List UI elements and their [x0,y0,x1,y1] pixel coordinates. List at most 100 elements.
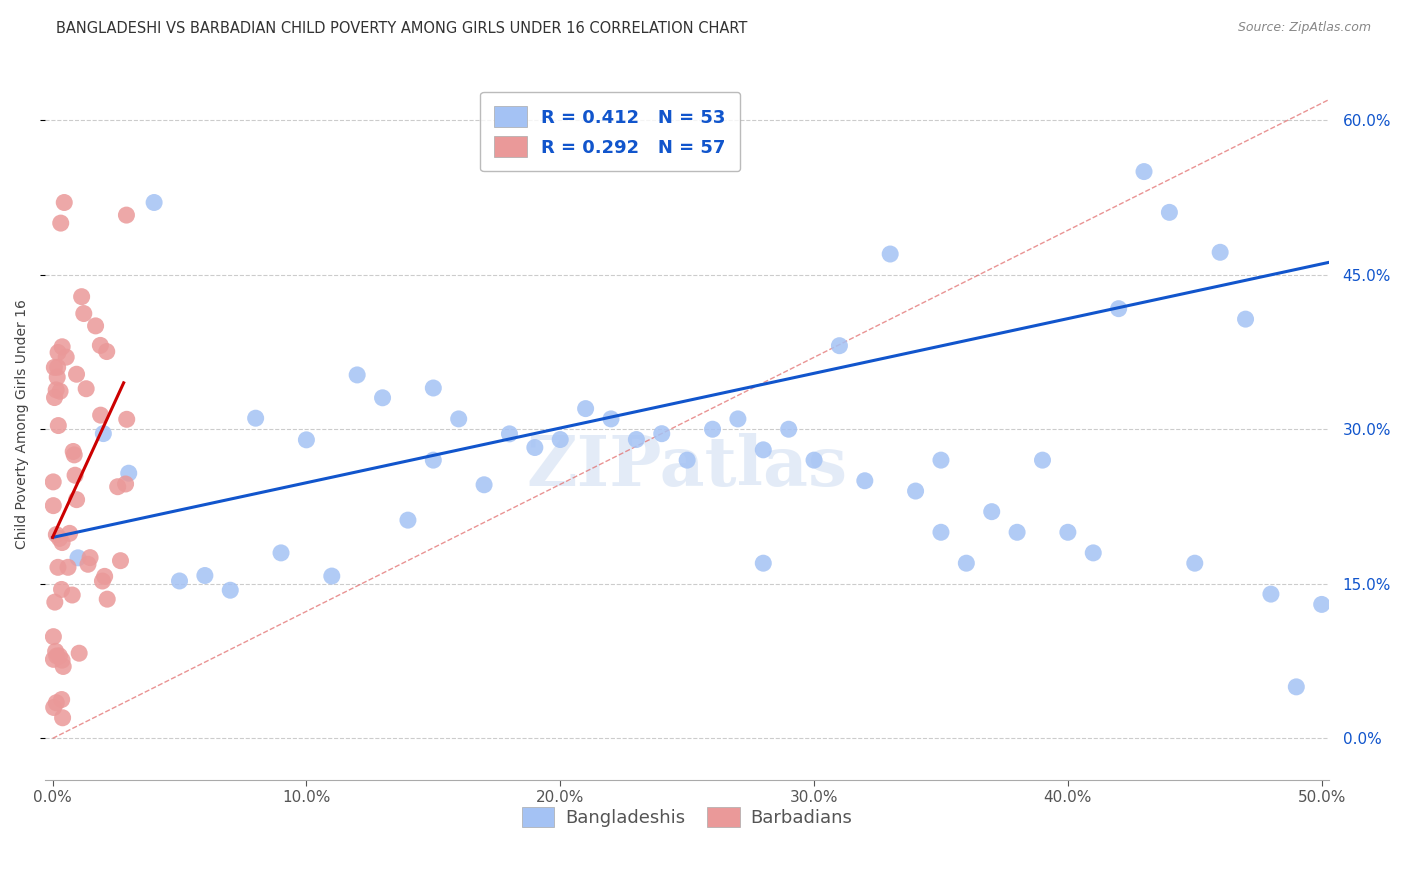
Point [1285,680,1308,694]
Point [626,433,648,447]
Point [60,588,83,602]
Point [46,345,69,359]
Point [91,574,114,588]
Point [63,448,86,462]
Point [1310,598,1333,612]
Point [143,195,166,210]
Point [727,412,749,426]
Point [1057,525,1080,540]
Point [51,653,73,667]
Point [651,426,673,441]
Point [56,560,79,574]
Point [96,344,118,359]
Point [422,381,444,395]
Point [77,558,100,572]
Point [42,652,65,666]
Point [63,468,86,483]
Point [676,453,699,467]
Point [110,554,132,568]
Point [49,384,72,399]
Point [53,195,76,210]
Point [48,648,70,663]
Point [1083,546,1105,560]
Point [48,532,70,546]
Point [295,433,318,447]
Point [65,368,87,382]
Point [45,383,67,397]
Point [245,411,267,425]
Point [600,412,623,426]
Point [73,306,96,320]
Text: Source: ZipAtlas.com: Source: ZipAtlas.com [1237,21,1371,34]
Point [55,350,77,364]
Legend: Bangladeshis, Barbadians: Bangladeshis, Barbadians [515,799,859,835]
Point [752,442,775,457]
Point [51,692,73,706]
Point [752,556,775,570]
Point [66,550,89,565]
Point [396,513,419,527]
Point [1108,301,1130,316]
Point [96,592,118,607]
Point [371,391,394,405]
Point [1005,525,1028,540]
Point [1159,205,1181,219]
Point [45,527,67,541]
Point [42,499,65,513]
Point [62,444,84,458]
Point [422,453,444,467]
Point [90,408,112,422]
Text: BANGLADESHI VS BARBADIAN CHILD POVERTY AMONG GIRLS UNDER 16 CORRELATION CHART: BANGLADESHI VS BARBADIAN CHILD POVERTY A… [56,21,748,36]
Point [194,568,217,582]
Point [51,535,73,549]
Point [93,426,115,441]
Point [1031,453,1053,467]
Point [1260,587,1282,601]
Point [1234,312,1257,326]
Point [702,422,724,436]
Point [93,569,115,583]
Point [1133,164,1156,178]
Point [1184,556,1206,570]
Point [904,484,927,499]
Point [575,401,598,416]
Point [346,368,368,382]
Point [115,412,138,426]
Point [75,382,97,396]
Point [70,290,93,304]
Point [929,525,952,540]
Point [114,477,136,491]
Point [321,569,343,583]
Point [107,480,129,494]
Point [46,560,69,574]
Point [84,318,107,333]
Point [115,208,138,222]
Point [523,441,546,455]
Point [45,648,67,663]
Point [955,556,977,570]
Point [45,696,67,710]
Point [44,391,66,405]
Point [219,583,242,598]
Point [853,474,876,488]
Point [58,526,80,541]
Point [46,370,69,384]
Point [498,426,520,441]
Point [1209,245,1232,260]
Point [45,644,67,658]
Point [42,630,65,644]
Point [65,492,87,507]
Point [472,477,495,491]
Point [52,711,75,725]
Point [980,505,1002,519]
Point [42,475,65,489]
Point [44,595,66,609]
Point [51,582,73,597]
Point [46,418,69,433]
Point [929,453,952,467]
Point [447,412,470,426]
Point [49,216,72,230]
Point [79,550,101,565]
Point [118,466,141,480]
Point [67,646,90,660]
